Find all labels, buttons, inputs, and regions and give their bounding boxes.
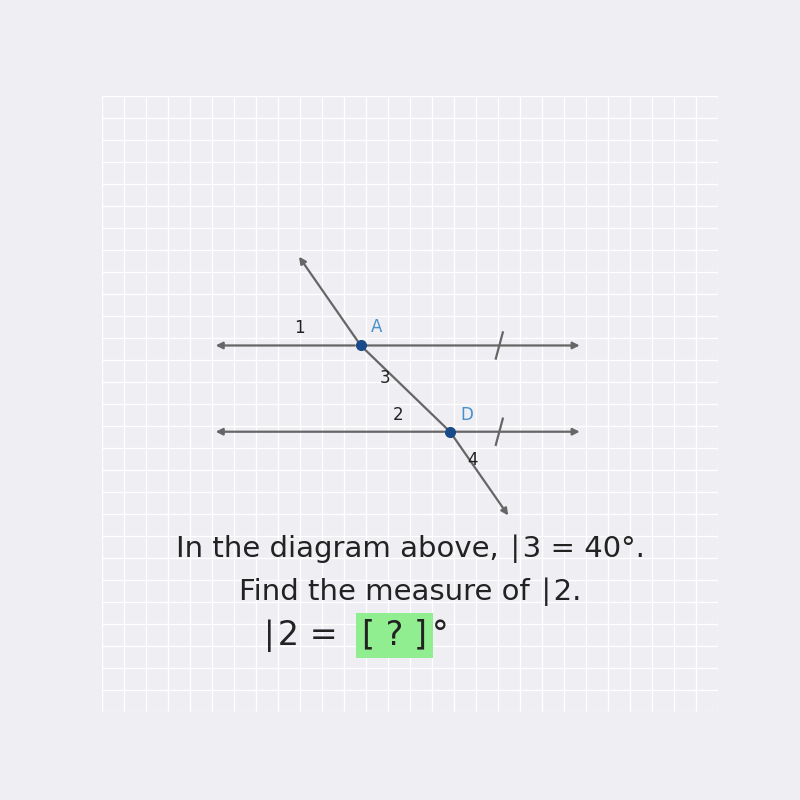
Text: D: D: [460, 406, 473, 424]
Text: 3: 3: [379, 369, 390, 387]
Text: 2: 2: [394, 406, 404, 424]
Text: Find the measure of ∣2.: Find the measure of ∣2.: [239, 578, 581, 606]
Text: 4: 4: [467, 451, 478, 470]
Text: In the diagram above, ∣3 = 40°.: In the diagram above, ∣3 = 40°.: [175, 534, 645, 563]
Text: ∣2 =: ∣2 =: [261, 618, 349, 651]
Text: 1: 1: [294, 319, 305, 337]
Text: [ ? ]: [ ? ]: [362, 618, 427, 651]
Text: A: A: [370, 318, 382, 336]
Text: °: °: [431, 618, 448, 651]
